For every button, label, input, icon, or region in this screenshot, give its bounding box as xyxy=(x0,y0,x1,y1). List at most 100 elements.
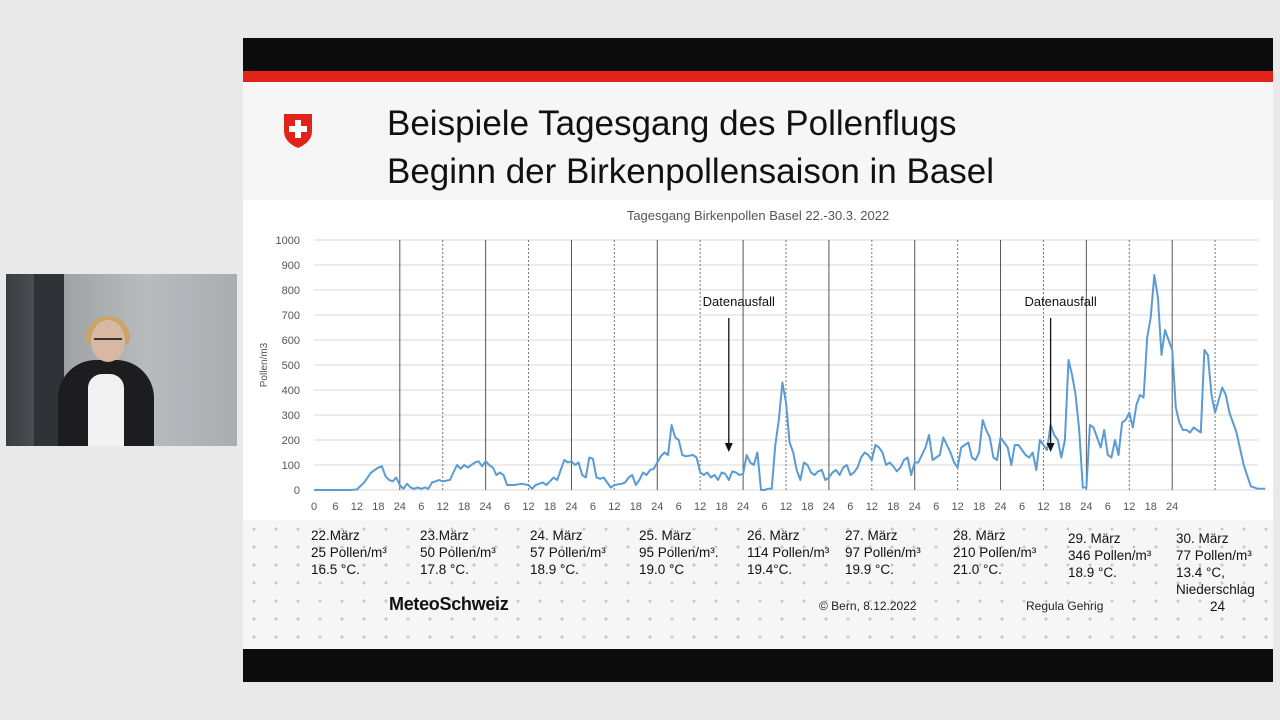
day-temp: 18.9 °C. xyxy=(530,562,579,577)
day-pollen: 50 Pollen/m³ xyxy=(420,545,496,560)
slide-red-stripe xyxy=(243,71,1273,82)
x-tick-label: 24 xyxy=(565,501,577,513)
day-pollen: 210 Pollen/m³ xyxy=(953,545,1037,560)
y-tick-label: 400 xyxy=(282,385,300,397)
meteoschweiz-logo: MeteoSchweiz xyxy=(389,594,509,614)
y-axis-label: Pollen/m3 xyxy=(259,342,270,387)
chart-area: Tagesgang Birkenpollen Basel 22.-30.3. 2… xyxy=(243,200,1273,520)
day-date: 26. März xyxy=(747,528,800,543)
slide-title: Beispiele Tagesgang des Pollenflugs Begi… xyxy=(387,100,1247,196)
day-extra: Niederschlag xyxy=(1176,582,1255,597)
day-summary: 22.März 25 Pollen/m³ 16.5 °C. xyxy=(311,527,387,578)
x-tick-label: 24 xyxy=(737,501,749,513)
day-pollen: 114 Pollen/m³ xyxy=(747,545,830,560)
x-tick-label: 18 xyxy=(887,501,899,513)
x-tick-label: 6 xyxy=(1019,501,1025,513)
x-tick-label: 12 xyxy=(866,501,878,513)
swiss-shield-icon xyxy=(284,114,312,148)
x-tick-label: 24 xyxy=(394,501,406,513)
annotation-arrowhead xyxy=(1046,443,1055,452)
day-date: 23.März xyxy=(420,528,469,543)
day-date: 27. März xyxy=(845,528,898,543)
copyright-text: © Bern, 8.12.2022 xyxy=(819,599,917,613)
x-tick-label: 12 xyxy=(780,501,792,513)
x-tick-label: 18 xyxy=(1059,501,1071,513)
x-tick-label: 0 xyxy=(311,501,317,513)
day-temp: 16.5 °C. xyxy=(311,562,360,577)
annotation-label: Datenausfall xyxy=(703,294,775,309)
annotation-arrowhead xyxy=(724,443,733,452)
author-name: Regula Gehrig xyxy=(1026,599,1104,613)
day-temp: 13.4 °C, xyxy=(1176,565,1225,580)
x-tick-label: 18 xyxy=(801,501,813,513)
day-date: 28. März xyxy=(953,528,1006,543)
day-temp: 19.9 °C. xyxy=(845,562,894,577)
x-tick-label: 24 xyxy=(480,501,492,513)
x-tick-label: 12 xyxy=(437,501,449,513)
x-tick-label: 18 xyxy=(544,501,556,513)
x-tick-label: 12 xyxy=(522,501,534,513)
x-tick-label: 24 xyxy=(994,501,1006,513)
y-tick-label: 100 xyxy=(282,460,300,472)
x-tick-label: 18 xyxy=(973,501,985,513)
day-summary: 27. März 97 Pollen/m³ 19.9 °C. xyxy=(845,527,921,578)
slide-top-bar xyxy=(243,38,1273,71)
x-tick-label: 6 xyxy=(761,501,767,513)
day-pollen: 77 Pollen/m³ xyxy=(1176,548,1252,563)
x-tick-label: 12 xyxy=(952,501,964,513)
day-date: 22.März xyxy=(311,528,360,543)
x-tick-label: 6 xyxy=(933,501,939,513)
x-tick-label: 18 xyxy=(372,501,384,513)
x-tick-label: 24 xyxy=(1166,501,1178,513)
day-temp: 18.9 °C. xyxy=(1068,565,1117,580)
presenter-video-thumbnail[interactable] xyxy=(6,274,237,446)
y-tick-label: 500 xyxy=(282,360,300,372)
x-tick-label: 6 xyxy=(332,501,338,513)
day-pollen: 95 Pollen/m³. xyxy=(639,545,719,560)
cross-pattern-background xyxy=(243,520,1273,649)
annotation-label: Datenausfall xyxy=(1024,294,1096,309)
presenter-glasses xyxy=(94,338,122,345)
day-pollen: 25 Pollen/m³ xyxy=(311,545,387,560)
y-tick-label: 300 xyxy=(282,410,300,422)
x-tick-label: 12 xyxy=(351,501,363,513)
x-tick-label: 18 xyxy=(458,501,470,513)
x-tick-label: 12 xyxy=(608,501,620,513)
day-date: 25. März xyxy=(639,528,692,543)
chart-title: Tagesgang Birkenpollen Basel 22.-30.3. 2… xyxy=(626,208,890,223)
day-pollen: 97 Pollen/m³ xyxy=(845,545,921,560)
y-tick-label: 600 xyxy=(282,335,300,347)
day-extra2: 24 xyxy=(1210,599,1226,614)
day-pollen: 346 Pollen/m³ xyxy=(1068,548,1152,563)
pollen-line-chart: 0 100 200 300 400 500 600 700 800 900 1000 0 6 12 18 24… xyxy=(259,235,1266,513)
x-tick-label: 12 xyxy=(1123,501,1135,513)
day-summary: 30. März 77 Pollen/m³ 13.4 °C, Niederschlag… xyxy=(1176,530,1255,615)
x-tick-label: 12 xyxy=(1037,501,1049,513)
x-tick-label: 24 xyxy=(651,501,663,513)
y-tick-label: 200 xyxy=(282,435,300,447)
presenter-face xyxy=(91,320,125,362)
day-pollen: 57 Pollen/m³ xyxy=(530,545,606,560)
pollen-series-line xyxy=(314,274,1266,491)
y-tick-label: 900 xyxy=(282,260,300,272)
day-summary: 25. März 95 Pollen/m³. 19.0 °C xyxy=(639,527,719,578)
y-tick-label: 0 xyxy=(294,485,300,497)
x-tick-label: 6 xyxy=(847,501,853,513)
day-date: 24. März xyxy=(530,528,583,543)
x-tick-label: 24 xyxy=(823,501,835,513)
day-date: 29. März xyxy=(1068,531,1121,546)
day-date: 30. März xyxy=(1176,531,1229,546)
x-tick-label: 6 xyxy=(418,501,424,513)
y-tick-label: 800 xyxy=(282,285,300,297)
day-summary: 23.März 50 Pollen/m³ 17.8 °C. xyxy=(420,527,496,578)
day-summary: 29. März 346 Pollen/m³ 18.9 °C. xyxy=(1068,530,1151,581)
x-tick-label: 6 xyxy=(590,501,596,513)
slide-title-line1: Beispiele Tagesgang des Pollenflugs xyxy=(387,104,957,143)
day-summary: 28. März 210 Pollen/m³ 21.0 °C. xyxy=(953,527,1036,578)
y-tick-label: 700 xyxy=(282,310,300,322)
day-temp: 19.4°C. xyxy=(747,562,793,577)
x-tick-label: 12 xyxy=(694,501,706,513)
x-tick-label: 6 xyxy=(1105,501,1111,513)
day-temp: 17.8 °C. xyxy=(420,562,469,577)
x-tick-label: 6 xyxy=(676,501,682,513)
